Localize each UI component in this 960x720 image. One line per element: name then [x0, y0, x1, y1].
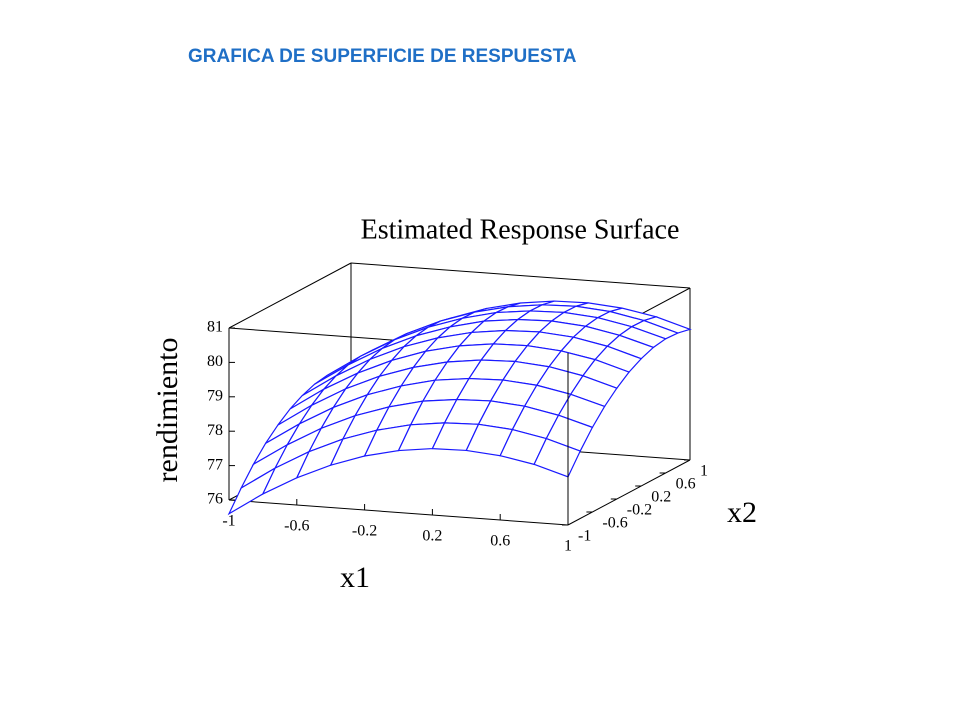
z-tick-label: 76 [207, 491, 223, 508]
z-tick-label: 77 [207, 456, 223, 473]
z-tick-label: 80 [207, 353, 223, 370]
z-tick-label: 78 [207, 422, 223, 439]
z-tick-label: 79 [207, 387, 223, 404]
z-label: rendimiento [151, 338, 184, 483]
x1-label: x1 [340, 561, 370, 594]
x2-tick-label: 1 [700, 463, 708, 480]
x1-tick-label: -1 [222, 513, 235, 530]
x2-tick-label: -1 [578, 528, 591, 545]
slide-title: GRAFICA DE SUPERFICIE DE RESPUESTA [188, 46, 577, 67]
z-tick-label: 81 [207, 319, 223, 336]
box-edge [567, 459, 691, 526]
x1-tick-label: -0.2 [352, 523, 377, 540]
x2-tick-label: -0.6 [602, 515, 627, 532]
chart-title: Estimated Response Surface [361, 214, 680, 245]
x2-label: x2 [727, 496, 757, 529]
surface-cell [533, 437, 582, 478]
x1-tick-label: 0.2 [422, 528, 442, 545]
x2-tick-label: 0.6 [676, 476, 696, 493]
box-edge [228, 499, 569, 526]
x1-tick-label: -0.6 [284, 518, 309, 535]
box-edge [228, 262, 352, 329]
x2-tick-label: 0.2 [651, 489, 671, 506]
x1-tick-label: 1 [564, 538, 572, 555]
x1-tick-label: 0.6 [490, 533, 510, 550]
box-edge [350, 262, 691, 289]
x2-tick-label: -0.2 [627, 502, 652, 519]
